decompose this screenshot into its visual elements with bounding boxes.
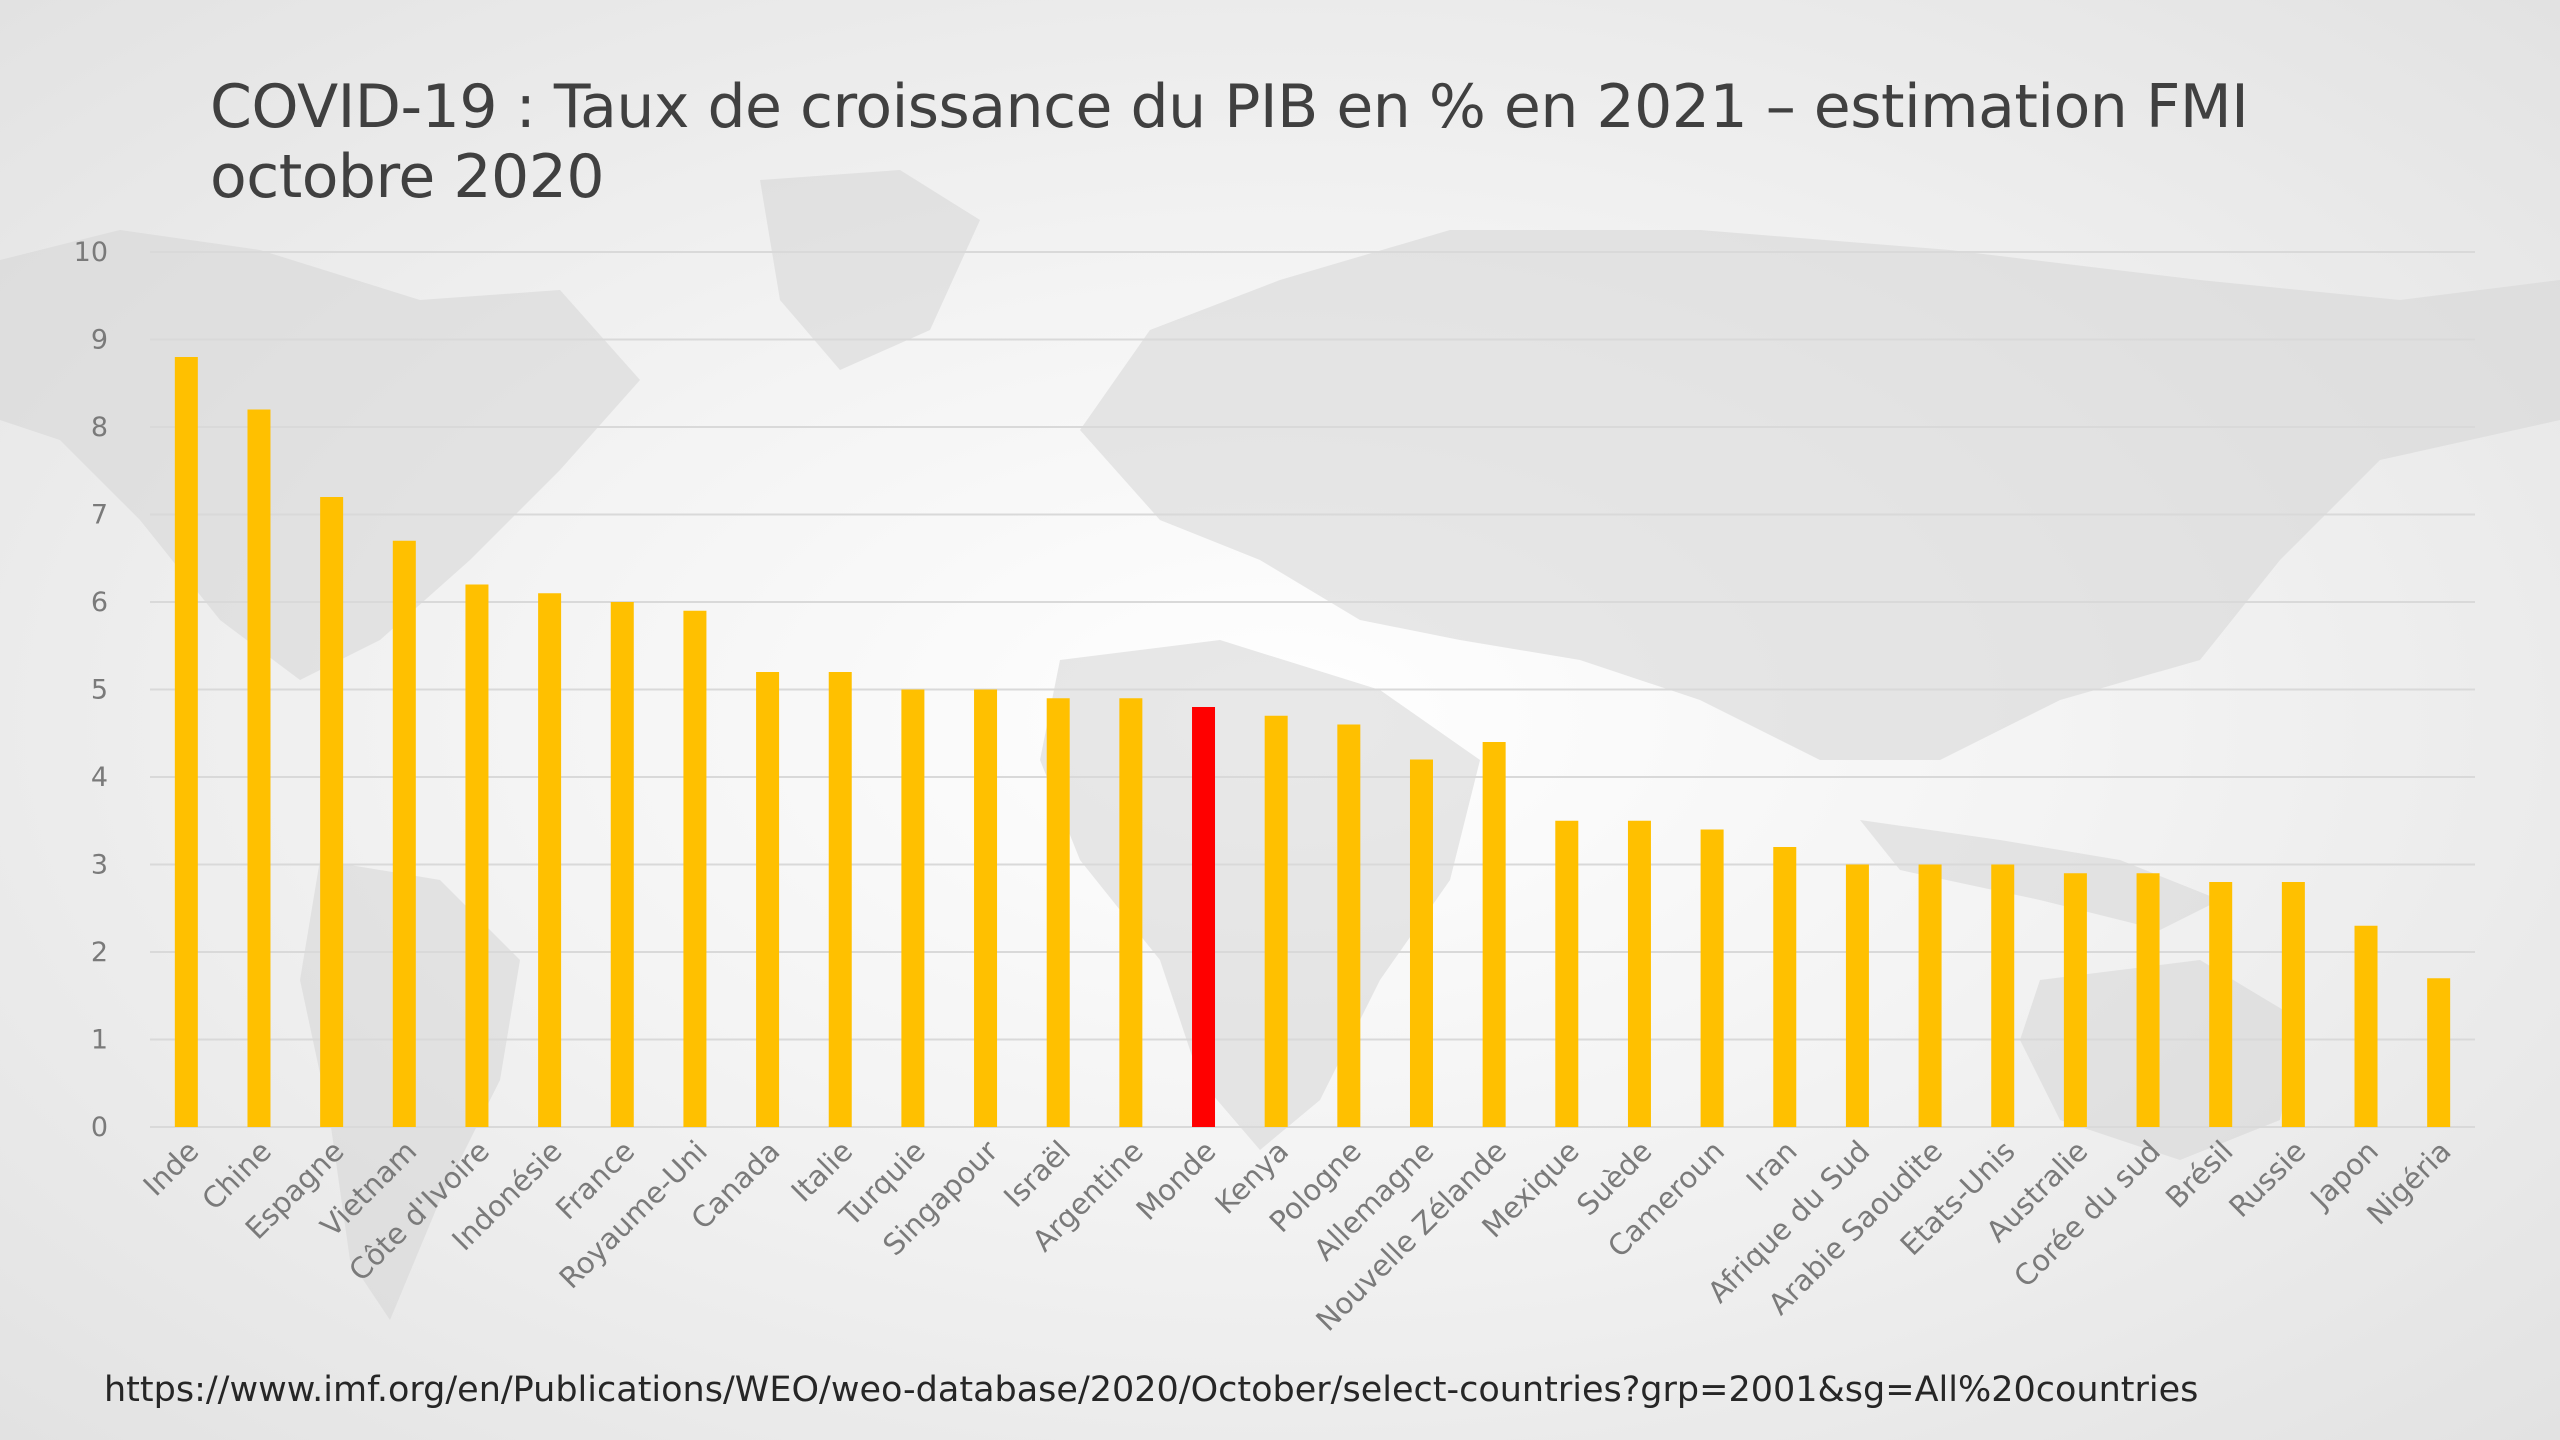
bars	[174, 357, 2451, 1127]
bar-isra-l	[1046, 698, 1070, 1127]
gridlines	[150, 251, 2475, 1128]
bar-cameroun	[1700, 829, 1724, 1127]
y-tick-label: 1	[91, 1025, 108, 1056]
bar-italie	[828, 672, 852, 1127]
bar-turquie	[901, 689, 925, 1127]
y-tick-label: 8	[91, 412, 108, 443]
bar-nouvelle-z-lande	[1482, 742, 1506, 1127]
y-tick-label: 5	[91, 675, 108, 706]
x-tick-label: Monde	[1130, 1134, 1223, 1227]
bar-arabie-saoudite	[1918, 864, 1942, 1127]
bar-canada	[756, 672, 780, 1127]
bar-japon	[2354, 925, 2378, 1127]
bar-russie	[2281, 882, 2305, 1127]
bar-etats-unis	[1991, 864, 2015, 1127]
y-tick-label: 4	[91, 762, 108, 793]
north-america-shape	[0, 230, 640, 680]
eurasia-shape	[1080, 230, 2560, 760]
bar-monde	[1192, 707, 1216, 1127]
bar-indon-sie	[538, 593, 562, 1127]
bar-br-sil	[2209, 882, 2233, 1127]
bar-argentine	[1119, 698, 1143, 1127]
y-tick-label: 2	[91, 937, 108, 968]
source-link[interactable]: https://www.imf.org/en/Publications/WEO/…	[104, 1370, 2199, 1410]
y-axis-ticks: 0 1 2 3 4 5 6 7 8 9 10	[74, 237, 108, 1143]
x-tick-label: Iran	[1740, 1134, 1804, 1198]
bar-mexique	[1555, 820, 1579, 1127]
bar-cor-e-du-sud	[2136, 873, 2160, 1127]
bar-nig-ria	[2427, 978, 2451, 1127]
bar-vietnam	[392, 540, 416, 1127]
bar-c-te-d-ivoire	[465, 584, 489, 1127]
chart-title: COVID-19 : Taux de croissance du PIB en …	[210, 72, 2249, 212]
bar-kenya	[1264, 715, 1288, 1127]
bar-espagne	[320, 497, 344, 1127]
bar-afrique-du-sud	[1845, 864, 1869, 1127]
bar-allemagne	[1409, 759, 1433, 1127]
indonesia-shape	[1860, 820, 2220, 930]
bar-royaume-uni	[683, 610, 707, 1127]
bar-singapour	[974, 689, 998, 1127]
y-tick-label: 7	[91, 500, 108, 531]
bar-pologne	[1337, 724, 1361, 1127]
y-tick-label: 0	[91, 1112, 108, 1143]
bar-chine	[247, 409, 271, 1127]
x-tick-label: Russie	[2222, 1134, 2312, 1224]
bar-australie	[2063, 873, 2087, 1127]
y-tick-label: 6	[91, 587, 108, 618]
greenland-shape	[760, 170, 980, 370]
bar-france	[610, 602, 634, 1127]
bar-su-de	[1627, 820, 1651, 1127]
bar-inde	[174, 357, 198, 1127]
y-tick-label: 10	[74, 237, 108, 268]
y-tick-label: 9	[91, 325, 108, 356]
africa-shape	[1040, 640, 1480, 1150]
bar-iran	[1773, 847, 1797, 1127]
y-tick-label: 3	[91, 850, 108, 881]
